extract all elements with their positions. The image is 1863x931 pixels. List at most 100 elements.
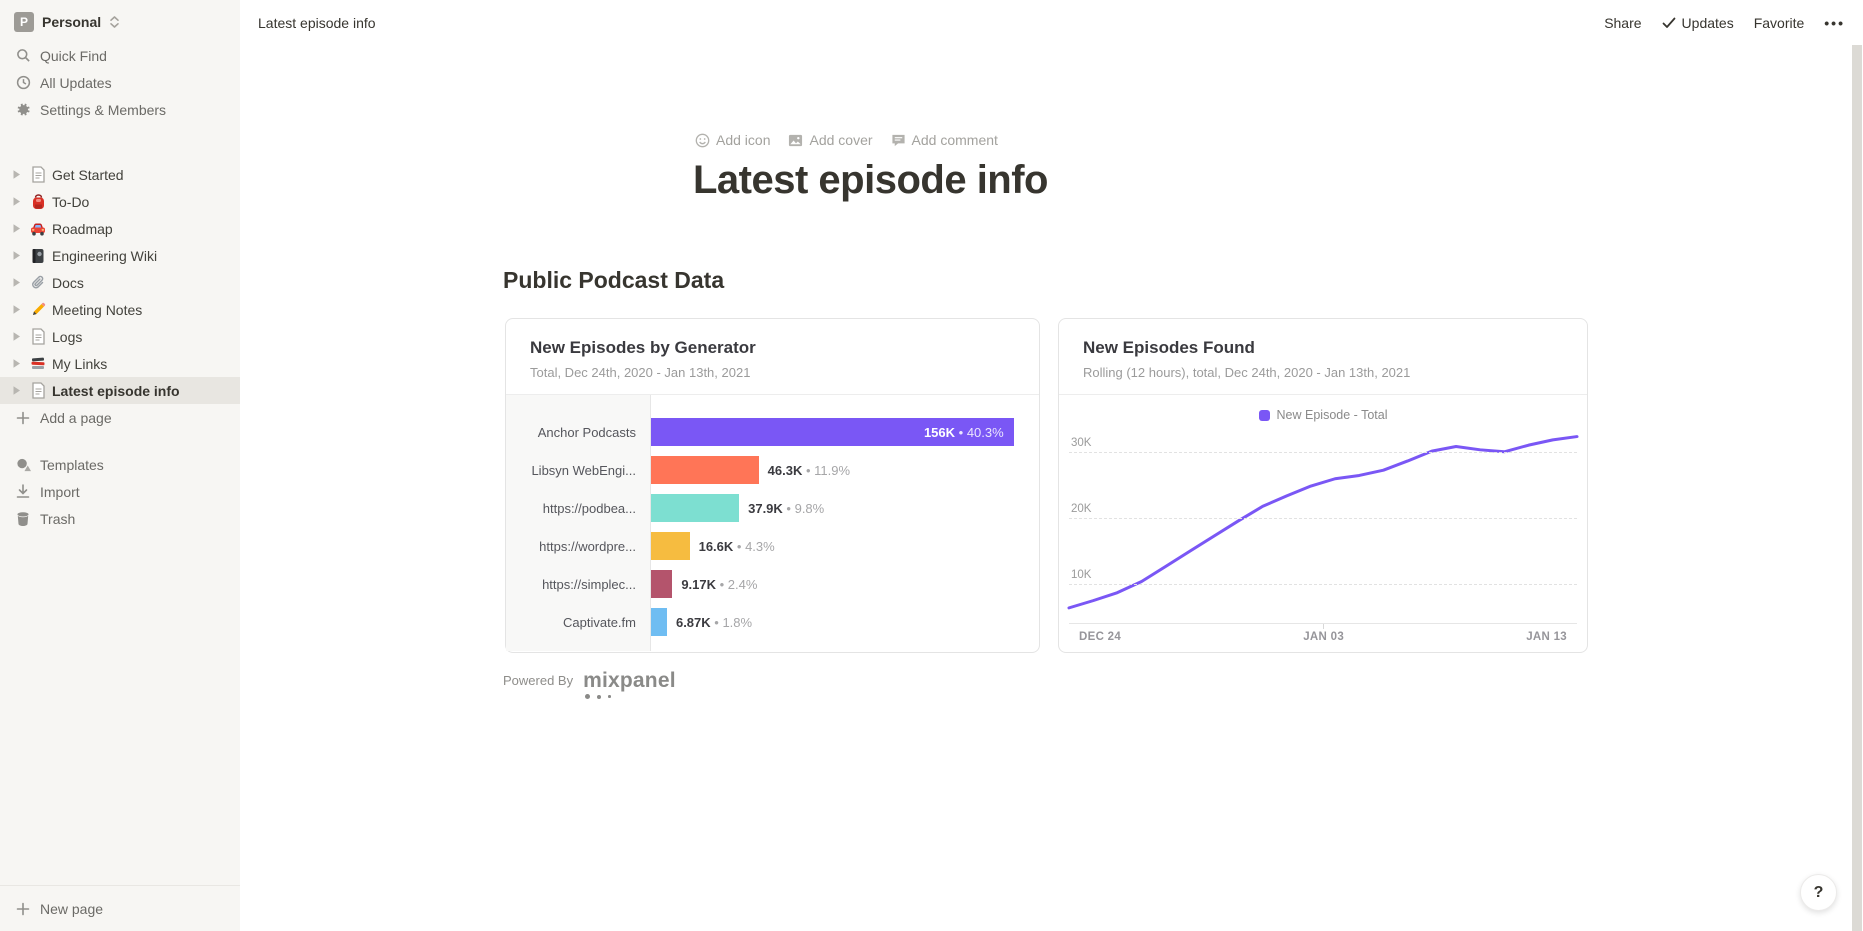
toggle-arrow-icon[interactable] — [8, 250, 24, 261]
bar-category: https://podbea... — [542, 500, 636, 516]
bar-value: 6.87K — [675, 614, 711, 630]
legend-swatch — [1258, 409, 1270, 421]
bar-segment[interactable] — [651, 494, 740, 522]
toggle-arrow-icon[interactable] — [8, 304, 24, 315]
sidebar-item-templates[interactable]: Templates — [0, 451, 240, 478]
templates-icon — [14, 457, 32, 472]
add-cover-button[interactable]: Add cover — [788, 132, 873, 148]
sidebar-item-my-links[interactable]: My Links — [0, 350, 240, 377]
notebook-icon — [28, 248, 48, 264]
y-axis-label: 10K — [1071, 569, 1092, 582]
sidebar-pages-list: Get Started To-Do Roadmap Engineering Wi… — [0, 161, 240, 431]
add-icon-button[interactable]: Add icon — [695, 132, 770, 148]
sidebar-item-label: Meeting Notes — [52, 301, 143, 318]
bar-category: Anchor Podcasts — [537, 424, 636, 440]
bar-percent: 40.3% — [966, 424, 1004, 440]
add-icon-label: Add icon — [716, 132, 771, 148]
favorite-button[interactable]: Favorite — [1753, 14, 1805, 31]
sidebar-item-settings-members[interactable]: Settings & Members — [0, 96, 240, 123]
scrollbar-thumb[interactable] — [1852, 45, 1862, 931]
plus-icon — [14, 411, 32, 425]
sidebar-item-get-started[interactable]: Get Started — [0, 161, 240, 188]
toggle-arrow-icon[interactable] — [8, 331, 24, 342]
sidebar-item-trash[interactable]: Trash — [0, 505, 240, 532]
toggle-arrow-icon[interactable] — [8, 277, 24, 288]
bar-row[interactable]: 156K • 40.3% — [651, 413, 1023, 451]
sidebar-item-docs[interactable]: Docs — [0, 269, 240, 296]
line-chart-card[interactable]: New Episodes Found Rolling (12 hours), t… — [1058, 318, 1588, 653]
image-icon — [789, 134, 803, 146]
add-comment-label: Add comment — [911, 132, 998, 148]
car-icon — [28, 222, 48, 236]
bar-value: 156K — [923, 424, 956, 440]
bar-row[interactable]: 6.87K • 1.8% — [651, 603, 1023, 641]
new-page-button[interactable]: New page — [0, 886, 240, 931]
bar-row[interactable]: 16.6K • 4.3% — [651, 527, 1023, 565]
y-axis-label: 20K — [1071, 503, 1092, 516]
breadcrumb[interactable]: Latest episode info — [258, 14, 376, 31]
y-gridline: 30K — [1069, 437, 1577, 453]
sidebar-item-roadmap[interactable]: Roadmap — [0, 215, 240, 242]
sidebar-item-to-do[interactable]: To-Do — [0, 188, 240, 215]
y-gridline: 10K — [1069, 569, 1577, 586]
line-chart-subtitle: Rolling (12 hours), total, Dec 24th, 202… — [1083, 365, 1411, 380]
line-chart-title: New Episodes Found — [1083, 338, 1255, 357]
chart-legend[interactable]: New Episode - Total — [1059, 395, 1587, 432]
bar-category: https://simplec... — [542, 576, 636, 592]
bar-segment[interactable]: 156K • 40.3% — [651, 418, 1014, 446]
sidebar-item-engineering-wiki[interactable]: Engineering Wiki — [0, 242, 240, 269]
line-chart-header: New Episodes Found Rolling (12 hours), t… — [1059, 319, 1587, 395]
updates-button[interactable]: Updates — [1662, 15, 1734, 31]
page-decorator-actions: Add icon Add cover Add comment — [695, 132, 1863, 148]
mixpanel-logo[interactable]: mixpanel — [583, 669, 676, 699]
sidebar-item-label: Add a page — [40, 409, 112, 426]
line-plot-area[interactable]: 10K 20K 30K — [1067, 432, 1579, 624]
backpack-icon — [28, 193, 48, 210]
sidebar-item-quick-find[interactable]: Quick Find — [0, 42, 240, 69]
bar-category: https://wordpre... — [539, 538, 636, 554]
mixpanel-wordmark: mixpanel — [583, 669, 676, 692]
bar-segment[interactable] — [651, 570, 673, 598]
charts-row: New Episodes by Generator Total, Dec 24t… — [505, 318, 1863, 653]
sidebar-item-meeting-notes[interactable]: Meeting Notes — [0, 296, 240, 323]
bar-chart-card[interactable]: New Episodes by Generator Total, Dec 24t… — [505, 318, 1040, 653]
bar-chart-header: New Episodes by Generator Total, Dec 24t… — [506, 319, 1039, 395]
sidebar-item-logs[interactable]: Logs — [0, 323, 240, 350]
bar-segment[interactable] — [651, 456, 759, 484]
toggle-arrow-icon[interactable] — [8, 196, 24, 207]
page-title[interactable]: Latest episode info — [693, 158, 1049, 202]
main-content: Latest episode info Share Updates Favori… — [240, 0, 1863, 931]
sidebar-item-import[interactable]: Import — [0, 478, 240, 505]
section-heading[interactable]: Public Podcast Data — [503, 267, 725, 293]
bar-row[interactable]: 37.9K • 9.8% — [651, 489, 1023, 527]
bar-row[interactable]: 46.3K • 11.9% — [651, 451, 1023, 489]
add-comment-button[interactable]: Add comment — [891, 132, 998, 148]
share-button[interactable]: Share — [1604, 14, 1642, 31]
bar-segment[interactable] — [651, 608, 667, 636]
topbar: Latest episode info Share Updates Favori… — [240, 0, 1863, 45]
y-gridline: 20K — [1069, 503, 1577, 520]
sidebar-item-all-updates[interactable]: All Updates — [0, 69, 240, 96]
vertical-scrollbar[interactable] — [1852, 45, 1862, 931]
workspace-switcher[interactable]: P Personal — [0, 0, 240, 42]
toggle-arrow-icon[interactable] — [8, 358, 24, 369]
document-icon — [28, 328, 48, 345]
sidebar-item-latest-episode-info[interactable]: Latest episode info — [0, 377, 240, 404]
bar-percent: 1.8% — [722, 614, 753, 630]
add-a-page-button[interactable]: Add a page — [0, 404, 240, 431]
toggle-arrow-icon[interactable] — [8, 385, 24, 396]
search-icon — [14, 48, 32, 63]
sidebar-item-label: My Links — [52, 355, 108, 372]
bar-category-labels: Anchor Podcasts Libsyn WebEngi... https:… — [506, 395, 651, 651]
sidebar-item-label: Get Started — [52, 166, 124, 183]
bars-area: 156K • 40.3% 46.3K • 11.9% 37.9K • 9.8% — [651, 395, 1039, 651]
toggle-arrow-icon[interactable] — [8, 223, 24, 234]
import-icon — [14, 484, 32, 499]
more-options-button[interactable]: ••• — [1824, 14, 1845, 31]
help-button[interactable]: ? — [1800, 874, 1837, 911]
x-axis-tick — [1323, 624, 1324, 629]
bar-row[interactable]: 9.17K • 2.4% — [651, 565, 1023, 603]
bar-segment[interactable] — [651, 532, 690, 560]
toggle-arrow-icon[interactable] — [8, 169, 24, 180]
